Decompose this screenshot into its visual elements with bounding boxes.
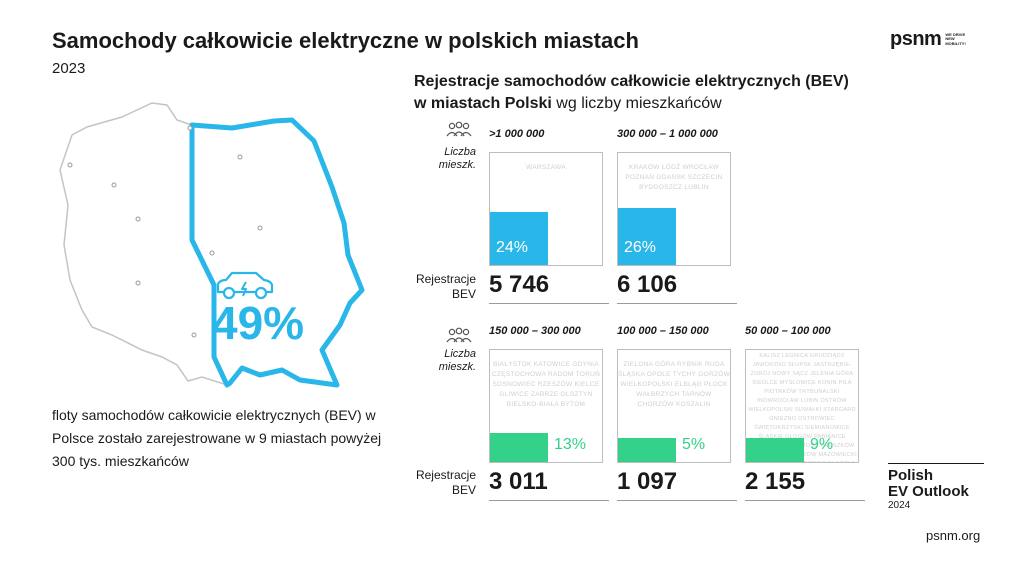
city-list: KRAKÓW ŁÓDŹ WROCŁAW POZNAŃ GDAŃSK SZCZEC… — [625, 164, 723, 191]
city-dot — [135, 280, 141, 286]
registrations-label-line1: Rejestracje — [415, 468, 476, 482]
bar — [618, 438, 676, 462]
bar-value-label: 5% — [682, 436, 706, 453]
city-list: WARSZAWA — [526, 164, 566, 171]
bar-panel: BIAŁYSTOK KATOWICE GDYNIA CZĘSTOCHOWA RA… — [489, 349, 603, 463]
registrations-label: Rejestracje BEV — [406, 468, 476, 498]
count-underline — [617, 303, 737, 304]
people-icon — [446, 121, 472, 137]
year-label: 2023 — [52, 60, 86, 77]
registrations-count: 5 746 — [489, 271, 550, 298]
count-underline — [489, 303, 609, 304]
bar-value-label: 26% — [624, 239, 657, 256]
population-label: Liczba mieszk. — [416, 146, 476, 172]
registrations-count: 2 155 — [745, 468, 806, 495]
city-dot — [67, 162, 73, 168]
chart-subtitle: w miastach Polski wg liczby mieszkańców — [414, 95, 722, 113]
population-range-label: 50 000 – 100 000 — [745, 325, 831, 337]
polish-ev-outlook-logo: Polish EV Outlook 2024 — [888, 463, 984, 512]
population-label-line2: mieszk. — [438, 159, 476, 171]
city-dot — [257, 225, 263, 231]
bar — [746, 438, 804, 462]
population-label-line1: Liczba — [444, 348, 476, 360]
chart-subtitle-bold: w miastach Polski — [414, 95, 552, 112]
city-dot — [135, 216, 141, 222]
population-label: Liczba mieszk. — [416, 348, 476, 374]
poland-map — [59, 102, 365, 388]
population-label-line1: Liczba — [444, 146, 476, 158]
city-list: BIAŁYSTOK KATOWICE GDYNIA CZĘSTOCHOWA RA… — [491, 361, 601, 408]
bar-value-label: 9% — [810, 436, 834, 453]
registrations-label-line2: BEV — [451, 483, 476, 497]
footer-rule — [888, 463, 984, 464]
bar-value-label: 13% — [554, 436, 587, 453]
electric-car-icon — [216, 271, 274, 300]
count-underline — [489, 500, 609, 501]
count-underline — [617, 500, 737, 501]
registrations-label-line2: BEV — [451, 287, 476, 301]
population-range-label: 100 000 – 150 000 — [617, 325, 709, 337]
registrations-label: Rejestracje BEV — [406, 272, 476, 302]
chart-subtitle-rest: wg liczby mieszkańców — [551, 95, 722, 112]
population-range-label: 300 000 – 1 000 000 — [617, 128, 718, 140]
psnm-logo: psnm WE DRIVE NEW MOBILITY! — [890, 28, 975, 51]
poland-outline-gray — [59, 102, 229, 387]
city-dot — [187, 125, 193, 131]
logo-word: psnm — [890, 28, 942, 50]
bar — [618, 207, 676, 265]
city-dot — [191, 332, 197, 338]
bar-panel: KRAKÓW ŁÓDŹ WROCŁAW POZNAŃ GDAŃSK SZCZEC… — [617, 152, 731, 266]
bar-panel: WARSZAWA 24% — [489, 152, 603, 266]
population-range-label: 150 000 – 300 000 — [489, 325, 581, 337]
count-underline — [745, 500, 865, 501]
peo-year: 2024 — [888, 500, 911, 511]
bar — [490, 433, 548, 462]
bar-value-label: 24% — [496, 239, 529, 256]
city-list: ZIELONA GÓRA RYBNIK RUDA ŚLĄSKA OPOLE TY… — [618, 361, 731, 408]
city-dot — [209, 250, 215, 256]
people-icon — [446, 327, 472, 343]
logo-tagline: WE DRIVE NEW MOBILITY! — [945, 31, 966, 46]
peo-line1: Polish — [888, 467, 934, 484]
chart-title: Rejestracje samochodów całkowicie elektr… — [414, 73, 849, 90]
city-dot — [111, 182, 117, 188]
bar-panel: KALISZ LEGNICA GRUDZIĄDZ JAWORZNO SŁUPSK… — [745, 349, 859, 463]
registrations-count: 6 106 — [617, 271, 678, 298]
peo-line2: EV Outlook — [888, 483, 969, 500]
bar-panel: ZIELONA GÓRA RYBNIK RUDA ŚLĄSKA OPOLE TY… — [617, 349, 731, 463]
city-dot — [237, 154, 243, 160]
registrations-count: 3 011 — [489, 468, 548, 495]
poland-outline-blue — [189, 117, 365, 388]
page-title: Samochody całkowicie elektryczne w polsk… — [52, 28, 639, 53]
population-label-line2: mieszk. — [438, 361, 476, 373]
bev-share-value: 49% — [212, 297, 305, 349]
bar — [490, 212, 548, 265]
website-link[interactable]: psnm.org — [926, 528, 981, 543]
bev-share-description: floty samochodów całkowicie elektrycznyc… — [52, 407, 382, 469]
population-range-label: >1 000 000 — [489, 128, 545, 140]
registrations-label-line1: Rejestracje — [415, 272, 476, 286]
registrations-count: 1 097 — [617, 468, 678, 495]
